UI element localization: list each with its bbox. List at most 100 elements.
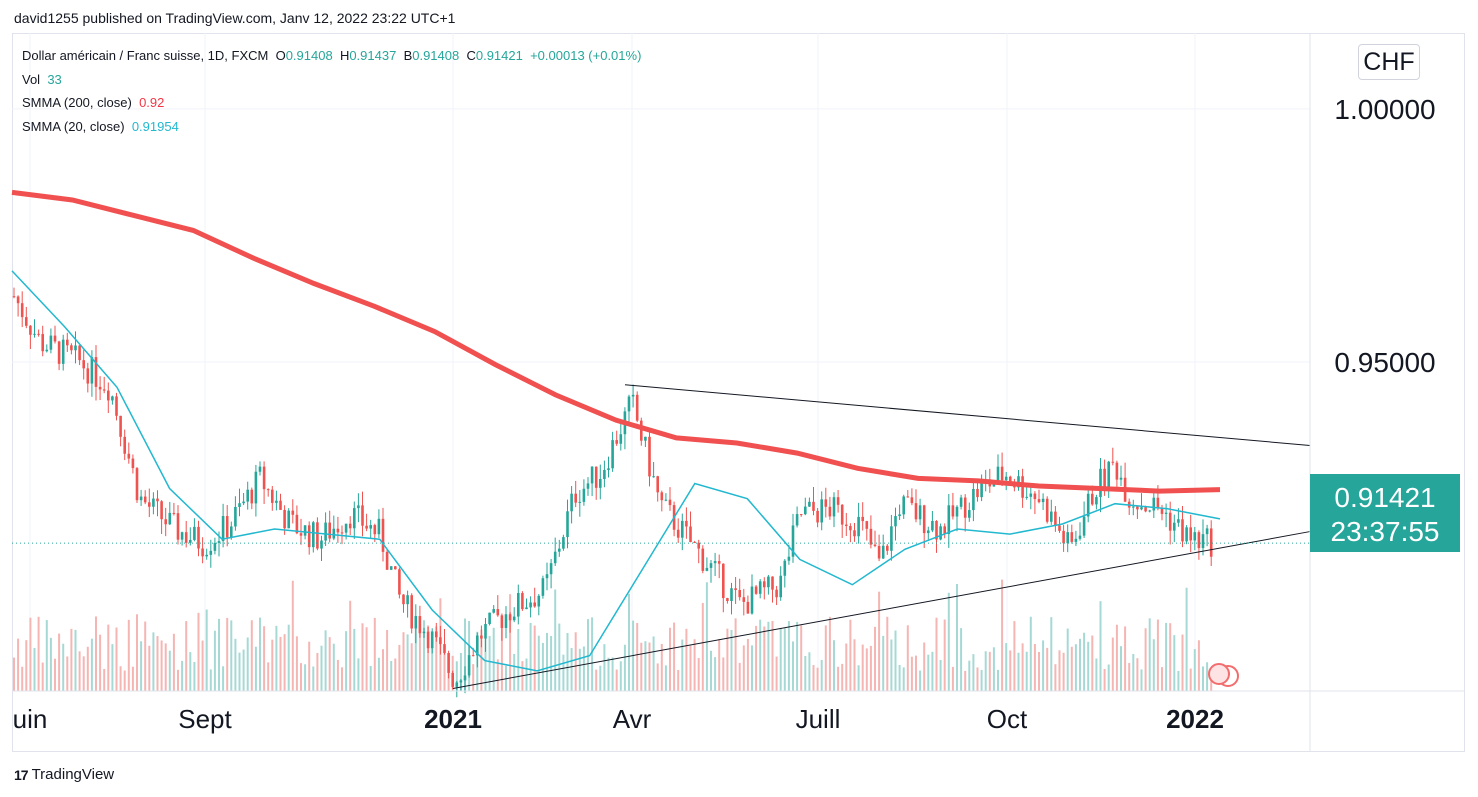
candle [254,471,258,504]
volume-bar [312,666,315,691]
candle [193,526,196,540]
candle [795,514,799,526]
candle [558,548,561,552]
candle [1045,498,1049,522]
currency-button[interactable]: CHF [1358,44,1420,80]
candle [955,506,959,517]
candle [730,588,733,602]
candle [70,345,73,351]
volume-bar [611,657,614,691]
volume-bar [1038,651,1040,691]
ohlc-close-value: 0.91421 [475,48,523,63]
candle [102,389,106,391]
current-price: 0.91421 [1334,482,1436,513]
candle [209,550,213,555]
candle [553,551,557,564]
candle [890,526,893,551]
volume-bar [759,619,762,691]
candle [197,526,200,549]
volume-bar [648,642,651,691]
volume-bar [369,665,372,691]
x-tick-label: 2022 [1166,704,1224,734]
volume-bar [902,667,905,691]
candle [1033,493,1037,500]
candle [1119,477,1123,480]
candle [594,466,598,488]
x-tick-label: Oct [987,704,1028,734]
candle [57,341,61,364]
candle [369,525,372,529]
volume-bar [779,628,782,691]
candle [586,483,590,489]
volume-bar [853,639,856,691]
candle [29,325,32,335]
candle [935,520,938,540]
volume-bar [201,640,204,691]
volume-bar [189,652,192,691]
volume-bar [1136,658,1139,691]
candle [426,631,430,649]
candle [348,523,352,529]
candle [189,539,192,543]
volume-bar [537,635,540,691]
volume-bar [1079,638,1081,691]
candle [1103,468,1106,487]
candle [533,602,536,607]
volume-bar [136,614,138,691]
candle [668,499,672,506]
candle [160,501,163,520]
chart-frame[interactable] [12,33,1465,752]
candle [931,520,934,531]
candle [836,497,840,505]
candle [143,496,147,503]
volume-bar [1029,616,1032,691]
legend-smma200-row: SMMA (200, close) 0.92 [22,91,641,115]
candle [230,526,233,538]
candle [734,588,737,591]
brand-label: TradingView [31,766,115,783]
volume-bar [390,660,393,691]
x-tick-label: Juill [796,704,841,734]
volume-bar [578,648,581,691]
volume-bar [185,621,188,691]
candle [484,623,487,639]
candle [566,511,569,538]
volume-bar [443,645,446,691]
volume-bar [812,665,815,691]
volume-bar [45,620,48,691]
volume-bar [591,617,594,691]
volume-bar [230,620,233,691]
candle [635,394,639,421]
volume-bar [82,656,85,691]
volume-bar [328,637,331,691]
candle [139,496,143,501]
candle [693,542,696,544]
volume-bar [1017,652,1020,691]
candle [1132,506,1135,508]
brand[interactable]: 17 TradingView [14,766,114,783]
candle [168,512,172,525]
candle [205,554,208,557]
volume-bar [742,645,745,691]
volume-bar [459,652,462,691]
ohlc-close-label: C [466,48,476,63]
candle [791,525,795,557]
ohlc-low-label: B [403,48,413,63]
volume-bar [336,659,339,691]
candle [640,420,643,441]
candle [332,528,336,539]
candle [66,339,69,346]
volume-bar [562,654,565,691]
volume-bar [607,657,610,691]
candle [1095,497,1098,505]
candle [808,501,811,507]
volume-bar [308,641,311,691]
candle [320,540,323,549]
candle [20,303,24,318]
volume-bar [1128,663,1131,691]
volume-bar [574,632,577,691]
volume-bar [603,644,606,691]
legend-vol-row: Vol 33 [22,68,641,92]
volume-bar [685,628,688,691]
